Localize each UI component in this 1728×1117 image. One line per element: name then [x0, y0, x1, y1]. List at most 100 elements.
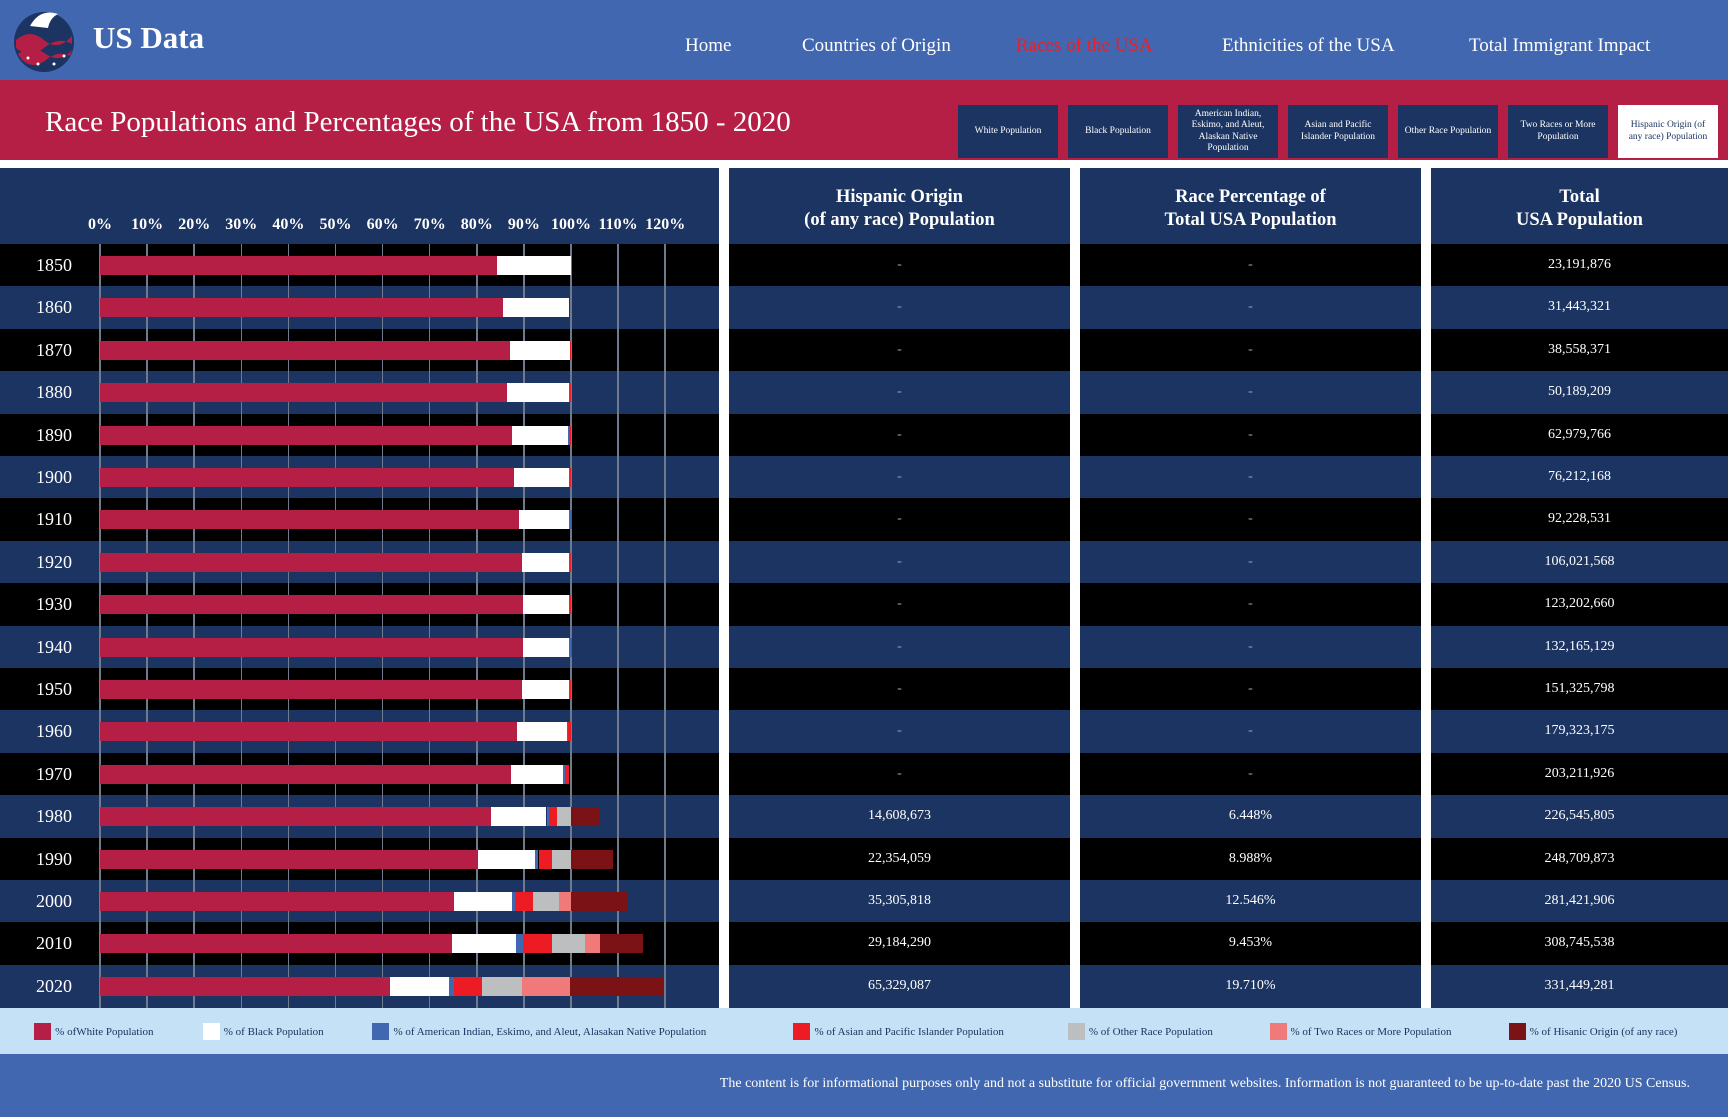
gridline [99, 244, 101, 1008]
bar-segment-of-hisanic-origin-of-any-race [570, 807, 601, 827]
bar-segment-of-asian-and-pacific-islander-population [570, 425, 571, 445]
bar-segment-of-black-population [518, 510, 570, 530]
bar-segment-of-black-population [390, 976, 449, 996]
legend-swatch [372, 1023, 390, 1040]
bar-segment-ofwhite-population [100, 298, 503, 318]
filter-american-indian-eskimo-and-aleut-alaskan-native-population[interactable]: American Indian, Eskimo, and Aleut, Alas… [1178, 105, 1278, 158]
table-row: - [729, 668, 1070, 711]
nav-races-of-the-usa[interactable]: Races of the USA [1016, 35, 1153, 56]
bar-segment-of-black-population [522, 552, 570, 572]
table-row: 62,979,766 [1431, 413, 1728, 456]
bar-segment-of-american-indian-eskimo-and-aleut-alasakan-native-population [566, 722, 569, 742]
table-cell: - [897, 426, 902, 442]
nav-ethnicities-of-the-usa[interactable]: Ethnicities of the USA [1222, 35, 1395, 56]
bar-segment-of-black-population [511, 764, 564, 784]
table-row: 38,558,371 [1431, 328, 1728, 372]
table-cell: - [1248, 638, 1253, 654]
table-cell: 14,608,673 [868, 808, 931, 824]
table-row: - [1080, 371, 1421, 413]
filter-two-races-or-more-population[interactable]: Two Races or More Population [1508, 105, 1608, 158]
table-row: 151,325,798 [1431, 668, 1728, 711]
eagle-flag-logo[interactable] [10, 6, 78, 74]
chart-row: 1860 [0, 286, 719, 328]
table-cell: 106,021,568 [1544, 553, 1615, 569]
table-cell: - [897, 638, 902, 654]
filter-asian-and-pacific-islander-population[interactable]: Asian and Pacific Islander Population [1288, 105, 1388, 158]
year-label: 2010 [36, 933, 72, 954]
race-percentage-column: Race Percentage of Total USA Population -… [1080, 168, 1421, 1008]
bar-segment-ofwhite-population [100, 807, 492, 827]
gridline [381, 244, 384, 1008]
table-row: - [729, 752, 1070, 796]
brand-name[interactable]: US Data [93, 20, 205, 55]
table-cell: 123,202,660 [1544, 596, 1615, 612]
legend-label: % of Hisanic Origin (of any race) [1529, 1025, 1678, 1038]
filter-hispanic-origin-of-any-race-population[interactable]: Hispanic Origin (of any race) Population [1618, 105, 1718, 158]
top-navbar: US Data Home Countries of Origin Races of … [0, 0, 1728, 80]
bar-segment-of-black-population [517, 722, 567, 742]
table-cell: - [897, 341, 902, 357]
table-cell: 35,305,818 [868, 893, 931, 908]
table-row: - [729, 371, 1070, 413]
bar-segment-of-asian-and-pacific-islander-population [538, 849, 553, 869]
table-row: - [729, 626, 1070, 668]
bar-segment-of-asian-and-pacific-islander-population [549, 807, 557, 827]
table-row: 76,212,168 [1431, 456, 1728, 498]
table-row: 132,165,129 [1431, 626, 1728, 668]
table-cell: 23,191,876 [1548, 257, 1611, 272]
nav-home[interactable]: Home [685, 35, 732, 56]
gridline [240, 244, 243, 1008]
table-row: 6.448% [1080, 795, 1421, 837]
table-cell: 281,421,906 [1544, 893, 1615, 908]
chart-row: 2020 [0, 965, 719, 1007]
filter-other-race-population[interactable]: Other Race Population [1398, 105, 1498, 158]
bar-segment-ofwhite-population [100, 595, 523, 615]
table-cell: 132,165,129 [1544, 638, 1615, 654]
table-row: 9.453% [1080, 922, 1421, 965]
filter-black-population[interactable]: Black Population [1068, 105, 1168, 158]
table-row: 14,608,673 [729, 795, 1070, 837]
bar-segment-of-american-indian-eskimo-and-aleut-alasakan-native-population [534, 849, 539, 869]
table-cell: 62,979,766 [1548, 426, 1611, 442]
year-label: 1960 [36, 721, 72, 742]
bar-segment-of-two-races-or-more-population [584, 934, 600, 954]
disclaimer: The content is for informational purpose… [719, 1076, 1690, 1091]
chart-row: 1980 [0, 795, 719, 837]
legend-item: % ofWhite Population [34, 1023, 154, 1040]
bar-segment-of-hisanic-origin-of-any-race [570, 976, 663, 996]
year-label: 1860 [36, 297, 72, 318]
bar-segment-of-black-population [502, 298, 570, 318]
year-label: 1870 [36, 339, 72, 360]
table-cell: - [1248, 426, 1253, 442]
legend-item: % of Black Population [202, 1023, 324, 1040]
chart-legend: % ofWhite Population % of Black Populatio… [0, 1008, 1728, 1054]
table-row: 65,329,087 [729, 965, 1070, 1007]
table-row: - [729, 498, 1070, 541]
bar-segment-of-asian-and-pacific-islander-population [570, 340, 571, 360]
bar-segment-of-other-race-population [556, 807, 571, 827]
table-cell: - [1248, 257, 1253, 272]
x-tick-label: 50% [319, 216, 352, 233]
table-cell: - [897, 553, 902, 569]
bar-segment-of-other-race-population [551, 934, 585, 954]
year-label: 1950 [36, 679, 72, 699]
nav-total-immigrant-impact[interactable]: Total Immigrant Impact [1469, 35, 1651, 56]
table-row: 248,709,873 [1431, 837, 1728, 880]
legend-swatch [1269, 1023, 1287, 1040]
gridline [428, 244, 431, 1008]
bar-segment-of-american-indian-eskimo-and-aleut-alasakan-native-population [569, 552, 571, 572]
table-row: 8.988% [1080, 837, 1421, 880]
nav-countries-of-origin[interactable]: Countries of Origin [802, 35, 951, 56]
table-row: - [729, 413, 1070, 456]
year-label: 1970 [36, 763, 72, 784]
table-cell: 6.448% [1228, 808, 1273, 824]
bar-segment-of-asian-and-pacific-islander-population [569, 680, 571, 699]
table-cell: - [1248, 299, 1253, 315]
bar-segment-of-two-races-or-more-population [522, 976, 571, 996]
filter-white-population[interactable]: White Population [958, 105, 1058, 158]
x-tick-label: 20% [178, 216, 211, 233]
year-label: 2000 [36, 891, 72, 911]
table-cell: - [897, 723, 902, 739]
bar-segment-of-other-race-population [552, 849, 571, 869]
table-cell: - [1248, 553, 1253, 569]
